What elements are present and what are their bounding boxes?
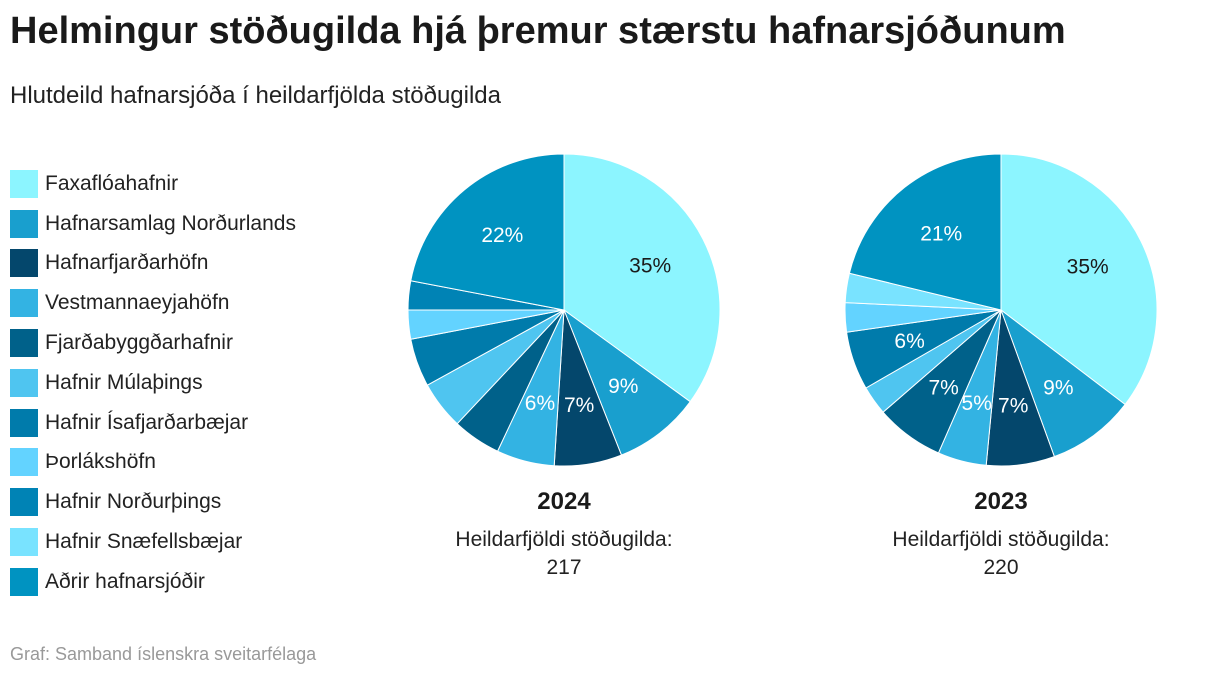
- legend-label: Hafnir Ísafjarðarbæjar: [45, 410, 249, 434]
- pie-slice-2024-2: [562, 308, 691, 456]
- slice-label-2024-1: 35%: [629, 255, 671, 278]
- total-value-2023: 220: [983, 556, 1019, 579]
- slice-label-2023-1: 35%: [1067, 256, 1109, 279]
- legend-item: Faxaflóahafnir: [10, 164, 296, 204]
- legend-item: Aðrir hafnarsjóðir: [10, 562, 296, 602]
- legend-label: Aðrir hafnarsjóðir: [45, 569, 205, 593]
- legend-item: Hafnir Ísafjarðarbæjar: [10, 403, 296, 443]
- slice-label-2023-7: 6%: [894, 330, 924, 353]
- legend-item: Hafnir Snæfellsbæjar: [10, 522, 296, 562]
- pie-slice-2023-1: [1000, 153, 1158, 406]
- legend-swatch: [10, 567, 38, 596]
- legend-label: Hafnir Norðurþings: [45, 490, 222, 514]
- legend-swatch: [10, 249, 38, 278]
- legend-swatch: [10, 528, 38, 557]
- legend-label: Hafnir Múlaþings: [45, 370, 203, 394]
- legend-swatch: [10, 169, 38, 198]
- legend-item: Hafnir Múlaþings: [10, 363, 296, 403]
- pie-slice-2024-11: [410, 153, 565, 311]
- chart-subtitle: Hlutdeild hafnarsjóða í heildarfjölda st…: [10, 82, 501, 109]
- pie-slice-2023-2: [999, 308, 1126, 458]
- slice-label-2023-4: 5%: [962, 392, 992, 415]
- pie-chart-2023: 35%9%7%5%7%6%21%: [844, 153, 1158, 467]
- legend-label: Hafnir Snæfellsbæjar: [45, 530, 243, 554]
- slice-label-2023-5: 7%: [928, 376, 958, 399]
- slice-label-2024-2: 9%: [608, 375, 638, 398]
- slice-label-2024-11: 22%: [481, 224, 523, 247]
- legend-swatch: [10, 488, 38, 517]
- chart-title: Helmingur stöðugilda hjá þremur stærstu …: [10, 10, 1066, 52]
- legend-item: Hafnir Norðurþings: [10, 482, 296, 522]
- slice-label-2023-3: 7%: [998, 394, 1028, 417]
- slice-label-2024-4: 6%: [525, 392, 555, 415]
- legend-item: Þorlákshöfn: [10, 443, 296, 483]
- legend-swatch: [10, 209, 38, 238]
- slice-label-2023-11: 21%: [920, 222, 962, 245]
- total-value-2024: 217: [546, 556, 582, 579]
- legend-label: Þorlákshöfn: [45, 450, 156, 474]
- slice-label-2024-3: 7%: [564, 394, 594, 417]
- pie-slice-2023-11: [848, 153, 1002, 311]
- slice-label-2023-2: 9%: [1043, 376, 1073, 399]
- legend-swatch: [10, 368, 38, 397]
- total-label-2024: Heildarfjöldi stöðugilda:: [455, 528, 673, 551]
- legend-swatch: [10, 329, 38, 358]
- year-label-2023: 2023: [974, 488, 1028, 515]
- legend-label: Faxaflóahafnir: [45, 171, 179, 195]
- legend-swatch: [10, 448, 38, 477]
- legend-label: Fjarðabyggðarhafnir: [45, 331, 233, 355]
- source-credit: Graf: Samband íslenskra sveitarfélaga: [10, 644, 317, 664]
- pie-slice-2024-1: [563, 153, 721, 403]
- legend-swatch: [10, 408, 38, 437]
- total-label-2023: Heildarfjöldi stöðugilda:: [892, 528, 1110, 551]
- legend-label: Vestmannaeyjahöfn: [45, 291, 230, 315]
- year-label-2024: 2024: [537, 488, 591, 515]
- legend-item: Fjarðabyggðarhafnir: [10, 323, 296, 363]
- legend-item: Vestmannaeyjahöfn: [10, 283, 296, 323]
- pie-chart-2024: 35% 9% 7% 6% 22%: [407, 153, 721, 467]
- legend-swatch: [10, 289, 38, 318]
- legend-label: Hafnarfjarðarhöfn: [45, 251, 209, 275]
- legend: Faxaflóahafnir Hafnarsamlag Norðurlands …: [10, 164, 296, 602]
- legend-item: Hafnarsamlag Norðurlands: [10, 204, 296, 244]
- legend-item: Hafnarfjarðarhöfn: [10, 244, 296, 284]
- legend-label: Hafnarsamlag Norðurlands: [45, 211, 296, 235]
